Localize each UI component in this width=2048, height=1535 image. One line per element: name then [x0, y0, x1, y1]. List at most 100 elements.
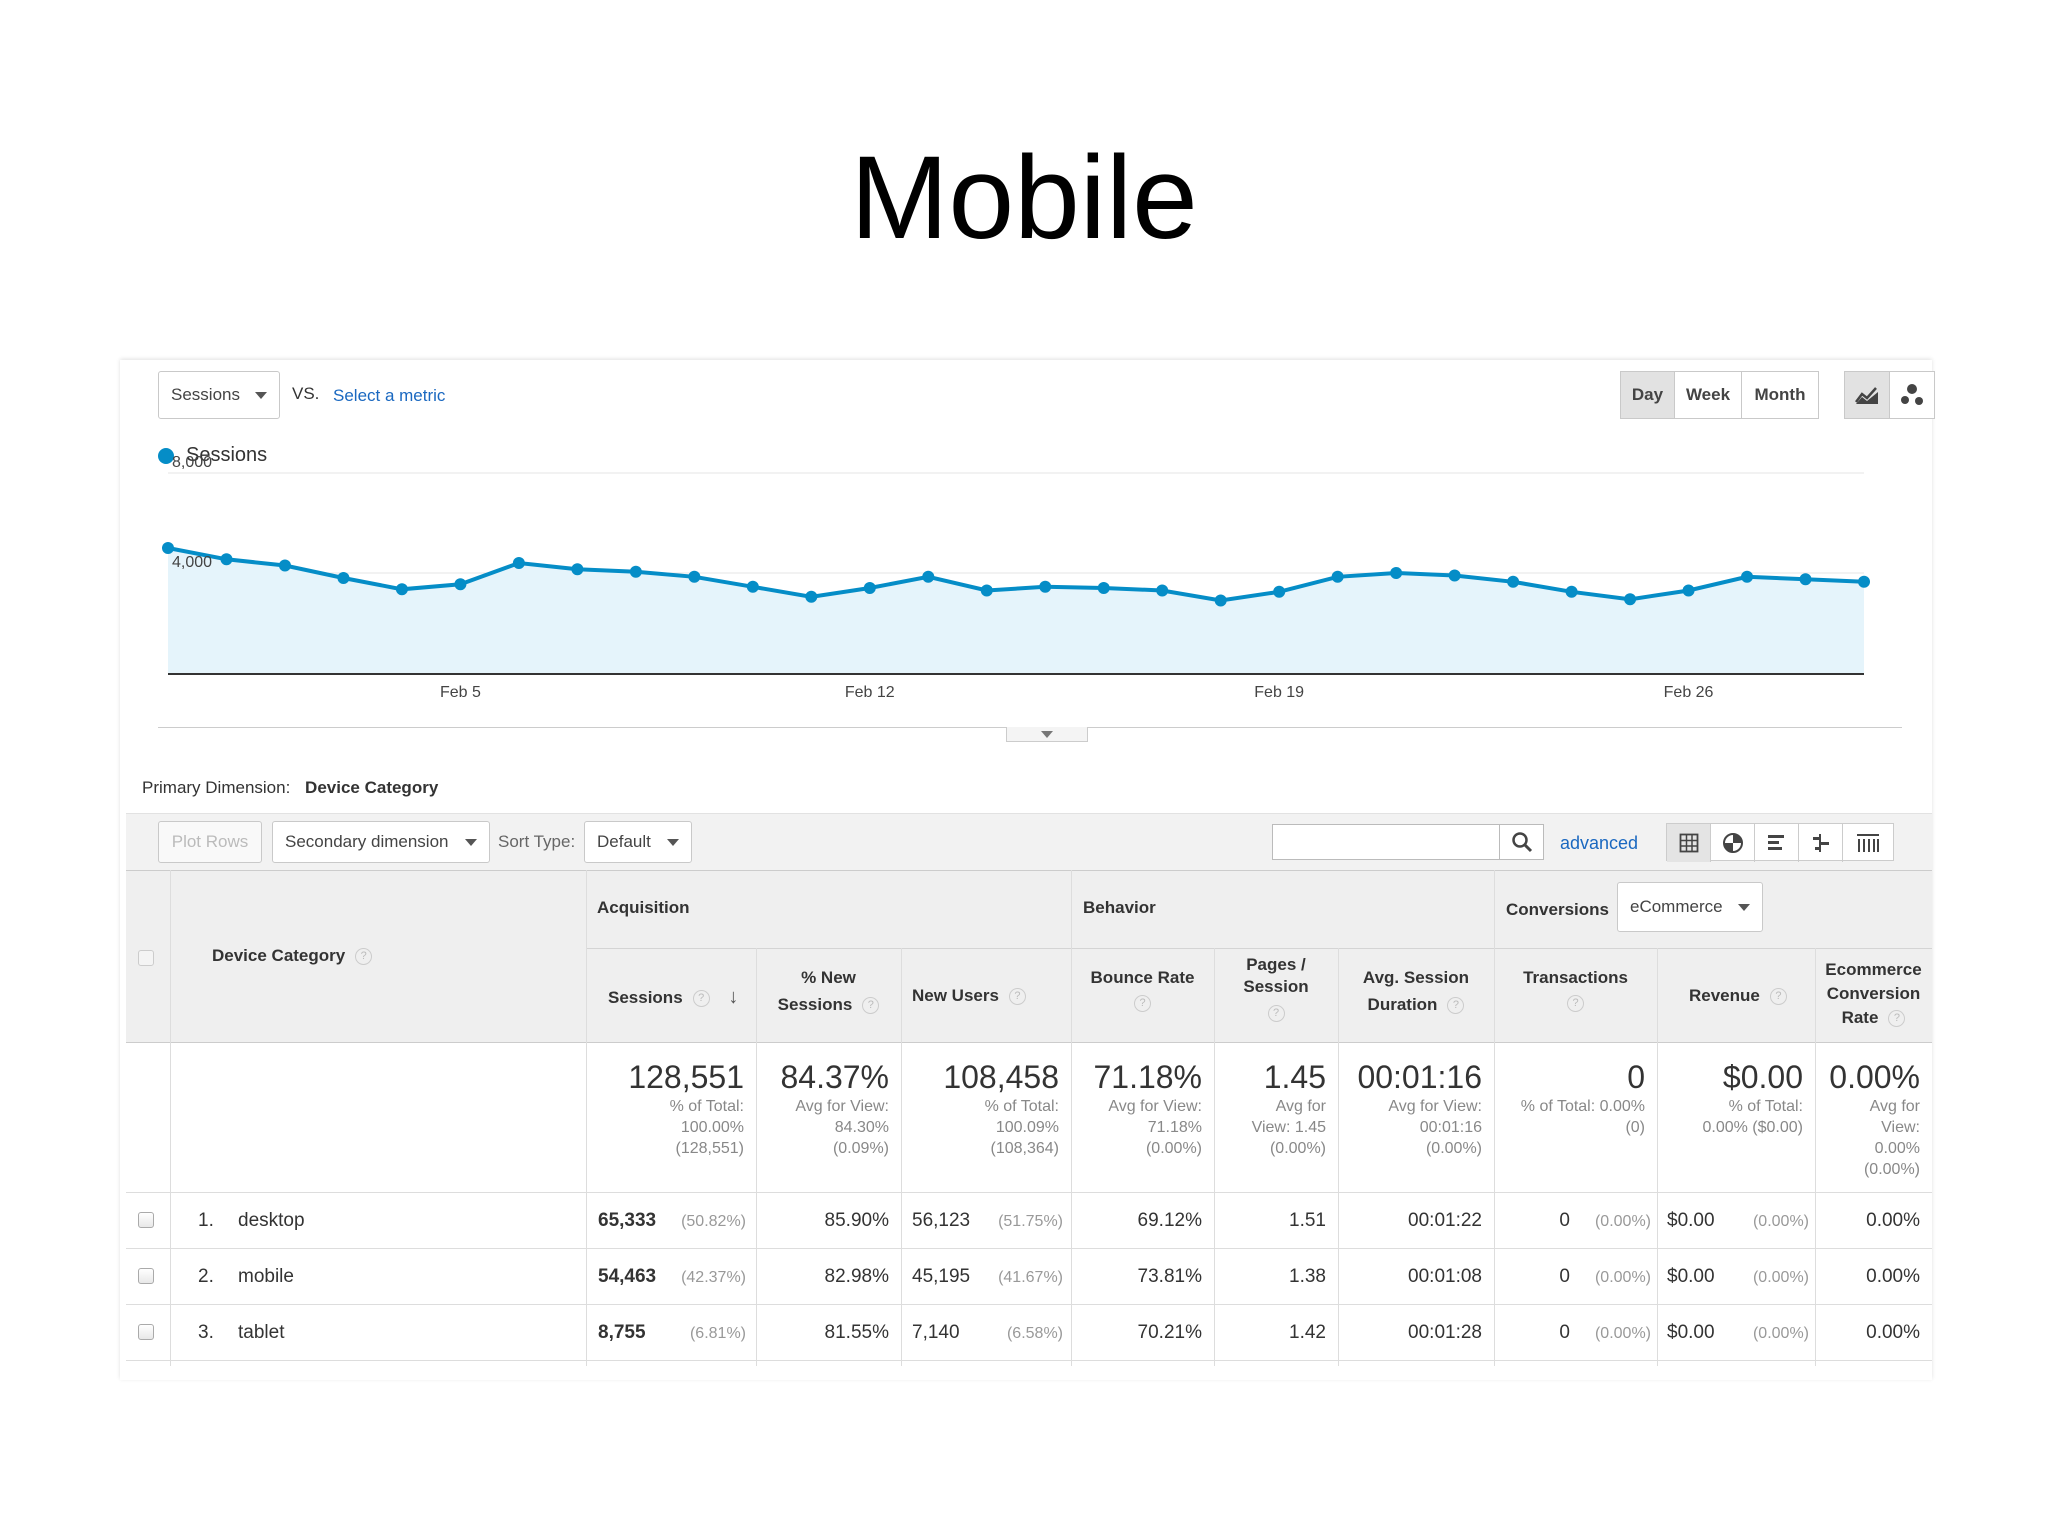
help-icon[interactable]: ?	[1447, 997, 1465, 1015]
data-point[interactable]	[1156, 584, 1169, 597]
ecommerce-conversion-rate-column-header[interactable]: Ecommerce Conversion Rate?	[1825, 960, 1922, 1028]
row-device-name[interactable]: tablet	[238, 1322, 285, 1343]
period-month-button[interactable]: Month	[1741, 371, 1819, 419]
plot-rows-button[interactable]: Plot Rows	[158, 821, 262, 863]
data-point[interactable]	[1682, 584, 1695, 597]
data-point[interactable]	[688, 570, 701, 583]
data-point[interactable]	[1214, 594, 1227, 607]
metric-select[interactable]: Sessions	[158, 371, 280, 419]
search-button[interactable]	[1500, 824, 1544, 860]
period-day-button[interactable]: Day	[1620, 371, 1675, 419]
table-row[interactable]: 1. desktop 65,333 (50.82%) 85.90% 56,123 (51.7…	[126, 1193, 1932, 1249]
secondary-dimension-select[interactable]: Secondary dimension	[272, 821, 490, 863]
revenue-column-header[interactable]: Revenue?	[1689, 986, 1787, 1006]
data-point[interactable]	[162, 542, 174, 554]
table-row[interactable]: 3. tablet 8,755 (6.81%) 81.55% 7,140 (6.58%) 70…	[126, 1305, 1932, 1361]
row-new-users: 7,140	[912, 1322, 960, 1343]
conversions-type-select[interactable]: eCommerce	[1617, 882, 1763, 932]
total-value: 0.00%	[1829, 1059, 1920, 1095]
data-point[interactable]	[1624, 593, 1637, 606]
sort-type-select[interactable]: Default	[584, 821, 692, 863]
help-icon[interactable]: ?	[862, 997, 880, 1015]
total-subtext: View: 1.45	[1251, 1119, 1326, 1136]
transactions-column-header[interactable]: Transactions ?	[1494, 968, 1657, 1013]
row-checkbox[interactable]	[138, 1268, 154, 1284]
data-point[interactable]	[922, 570, 935, 583]
x-tick-label: Feb 12	[845, 684, 895, 701]
data-point[interactable]	[1390, 567, 1403, 579]
sessions-column-header[interactable]: Sessions? ↓	[608, 986, 739, 1008]
metric-select-label: Sessions	[171, 385, 240, 404]
table-search-input[interactable]	[1272, 824, 1500, 860]
y-tick-label: 4,000	[172, 554, 212, 571]
data-point[interactable]	[1507, 575, 1520, 588]
row-checkbox[interactable]	[138, 1324, 154, 1340]
data-point[interactable]	[278, 559, 291, 572]
help-icon[interactable]: ?	[355, 948, 373, 966]
row-checkbox[interactable]	[138, 1212, 154, 1228]
comparison-view-button[interactable]	[1799, 824, 1843, 862]
data-table-view-button[interactable]	[1667, 824, 1711, 862]
select-all-checkbox[interactable]	[138, 950, 154, 966]
row-device-name[interactable]: desktop	[238, 1210, 305, 1231]
row-transactions: 0	[1559, 1210, 1570, 1231]
line-chart-button[interactable]	[1844, 371, 1890, 419]
data-point[interactable]	[1273, 585, 1286, 598]
performance-view-button[interactable]	[1755, 824, 1799, 862]
total-new-users: 108,458 % of Total: 100.09% (108,364)	[901, 1059, 1059, 1159]
avg-session-duration-column-header[interactable]: Avg. Session Duration?	[1362, 968, 1470, 1015]
pivot-view-button[interactable]	[1843, 824, 1893, 862]
bounce-rate-column-header[interactable]: Bounce Rate ?	[1071, 968, 1214, 1013]
device-category-header[interactable]: Device Category?	[212, 946, 373, 966]
help-icon[interactable]: ?	[1769, 988, 1787, 1006]
data-point[interactable]	[1448, 569, 1461, 582]
row-avg-duration: 00:01:08	[1408, 1266, 1482, 1287]
new-sessions-column-header[interactable]: % New Sessions?	[756, 968, 901, 1015]
conversions-type-value: eCommerce	[1630, 897, 1723, 916]
row-revenue: $0.00	[1667, 1322, 1715, 1343]
data-point[interactable]	[395, 583, 408, 596]
primary-dimension-value[interactable]: Device Category	[305, 778, 439, 797]
sort-arrow-down-icon[interactable]: ↓	[728, 986, 739, 1008]
pages-session-column-header[interactable]: Pages / Session ?	[1214, 954, 1338, 1024]
data-point[interactable]	[805, 590, 818, 603]
row-conversion-rate: 0.00%	[1866, 1266, 1920, 1287]
data-point[interactable]	[454, 578, 467, 591]
data-point[interactable]	[1741, 570, 1754, 583]
help-icon[interactable]: ?	[1567, 995, 1584, 1013]
row-pages-session: 1.42	[1289, 1322, 1326, 1343]
period-week-button[interactable]: Week	[1674, 371, 1742, 419]
help-icon[interactable]: ?	[692, 990, 710, 1008]
row-pages-session: 1.38	[1289, 1266, 1326, 1287]
table-row[interactable]: 2. mobile 54,463 (42.37%) 82.98% 45,195 (41.67…	[126, 1249, 1932, 1305]
data-point[interactable]	[1331, 570, 1344, 583]
data-point[interactable]	[1799, 573, 1812, 586]
row-avg-duration: 00:01:22	[1408, 1210, 1482, 1231]
data-point[interactable]	[980, 584, 993, 597]
legend-dot	[158, 448, 174, 464]
chart-collapse-handle[interactable]	[1006, 727, 1088, 742]
help-icon[interactable]: ?	[1888, 1010, 1906, 1028]
data-point[interactable]	[1039, 580, 1052, 593]
row-pages-session: 1.51	[1289, 1210, 1326, 1231]
data-point[interactable]	[337, 572, 350, 584]
data-point[interactable]	[1097, 582, 1110, 594]
data-point[interactable]	[571, 563, 584, 576]
data-point[interactable]	[1565, 585, 1578, 598]
help-icon[interactable]: ?	[1134, 995, 1151, 1013]
select-metric-link[interactable]: Select a metric	[333, 386, 446, 405]
data-point[interactable]	[746, 580, 759, 593]
total-subtext: Avg for	[1275, 1098, 1326, 1115]
row-device-name[interactable]: mobile	[238, 1266, 294, 1287]
help-icon[interactable]: ?	[1008, 988, 1026, 1006]
advanced-filter-link[interactable]: advanced	[1560, 833, 1639, 853]
data-point[interactable]	[1858, 575, 1870, 588]
data-point[interactable]	[629, 565, 642, 578]
pie-chart-view-button[interactable]	[1711, 824, 1755, 862]
new-users-column-header[interactable]: New Users?	[912, 986, 1026, 1006]
help-icon[interactable]: ?	[1267, 1005, 1285, 1023]
data-point[interactable]	[220, 553, 233, 566]
data-point[interactable]	[512, 557, 525, 569]
motion-chart-button[interactable]	[1889, 371, 1935, 419]
data-point[interactable]	[863, 582, 876, 594]
